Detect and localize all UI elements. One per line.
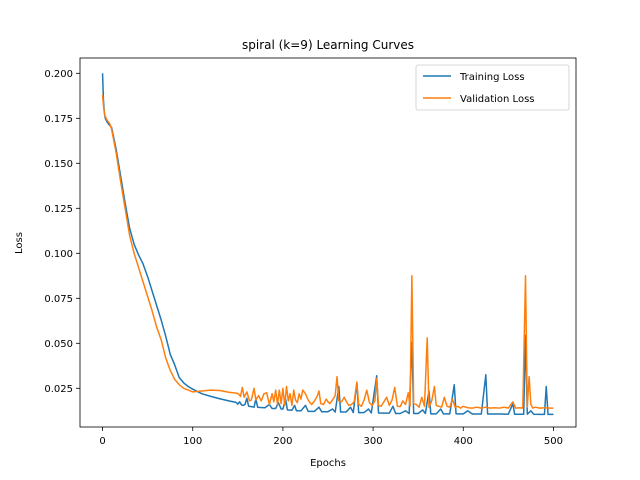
y-tick-label: 0.075 — [44, 294, 73, 305]
y-axis-label: Loss — [14, 232, 25, 254]
y-tick-label: 0.200 — [44, 69, 73, 80]
x-axis: 0 100 200 300 400 500 — [99, 427, 563, 447]
y-axis: 0.025 0.050 0.075 0.100 0.125 0.150 0.175 0.200 — [44, 69, 80, 395]
x-tick-label: 0 — [99, 436, 105, 447]
y-tick-label: 0.150 — [44, 159, 73, 170]
series-line-training-loss — [101, 73, 554, 416]
x-tick-label: 500 — [544, 436, 563, 447]
legend: Training Loss Validation Loss — [415, 64, 570, 111]
legend-box — [415, 64, 570, 111]
x-tick-label: 400 — [454, 436, 473, 447]
y-tick-label: 0.025 — [44, 384, 73, 395]
x-tick-label: 100 — [183, 436, 202, 447]
plot-area-frame — [79, 57, 577, 428]
y-tick-label: 0.100 — [44, 249, 73, 260]
legend-label-training-loss: Training Loss — [459, 72, 525, 83]
y-tick-label: 0.175 — [44, 114, 73, 125]
x-tick-label: 300 — [364, 436, 383, 447]
legend-label-validation-loss: Validation Loss — [460, 94, 535, 105]
y-tick-label: 0.050 — [44, 339, 73, 350]
x-axis-label: Epochs — [310, 458, 346, 469]
series-layer — [101, 73, 554, 416]
series-line-validation-loss — [101, 94, 554, 409]
x-tick-label: 200 — [273, 436, 292, 447]
y-tick-label: 0.125 — [44, 204, 73, 215]
chart-title: spiral (k=9) Learning Curves — [242, 38, 414, 52]
